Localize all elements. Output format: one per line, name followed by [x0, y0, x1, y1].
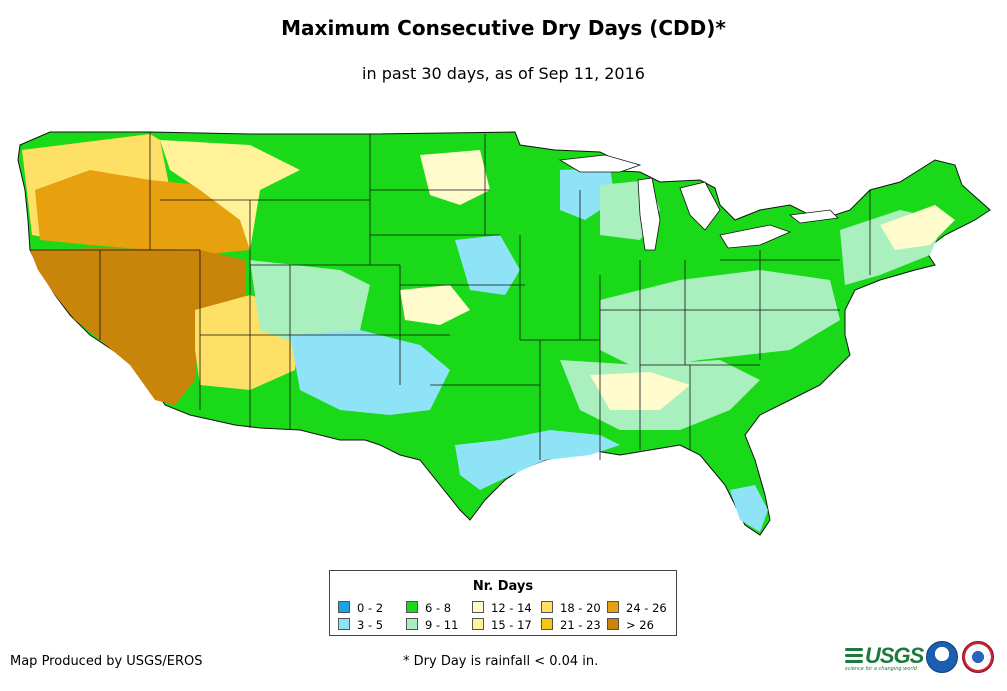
state-borders	[30, 132, 871, 460]
zone-dakotas-light	[420, 150, 490, 205]
zone-colorado-mix	[250, 260, 370, 345]
legend-swatch	[607, 601, 619, 613]
legend-item: 9 - 11	[406, 618, 458, 632]
legend-swatch	[338, 601, 350, 613]
great-lakes	[558, 154, 839, 251]
legend-item: > 26	[607, 618, 654, 632]
legend-swatch	[541, 618, 553, 630]
zone-florida-blue	[730, 485, 768, 532]
legend-item: 6 - 8	[406, 601, 451, 615]
zone-california-nevada	[30, 248, 245, 405]
legend-item: 24 - 26	[607, 601, 667, 615]
legend-swatch	[541, 601, 553, 613]
zone-idaho-oregon	[35, 170, 250, 255]
lake-ontario	[789, 209, 839, 224]
zone-ohio-valley-light	[600, 270, 840, 370]
dry-day-zones	[22, 134, 955, 532]
legend-title: Nr. Days	[472, 579, 534, 594]
legend-item: 3 - 5	[338, 618, 383, 632]
usgs-tagline: science for a changing world	[845, 666, 917, 672]
legend-swatch	[472, 618, 484, 630]
legend-swatch	[406, 601, 418, 613]
legend-swatch	[406, 618, 418, 630]
zone-gulf-coast-blue	[455, 430, 620, 490]
usgs-logo: USGS	[845, 642, 924, 670]
map-subtitle: in past 30 days, as of Sep 11, 2016	[362, 64, 645, 83]
zone-montana-wyoming-light	[160, 140, 300, 250]
lake-michigan	[637, 177, 661, 251]
noaa-logo-icon	[926, 641, 958, 673]
lake-superior	[558, 154, 642, 173]
zone-texas-nm-blue	[290, 330, 450, 415]
legend-item: 12 - 14	[472, 601, 532, 615]
map-title: Maximum Consecutive Dry Days (CDD)*	[281, 16, 726, 40]
legend-swatch	[338, 618, 350, 630]
lake-huron	[679, 181, 721, 231]
legend-item: 18 - 20	[541, 601, 601, 615]
legend-swatch	[472, 601, 484, 613]
legend-item: 0 - 2	[338, 601, 383, 615]
zone-new-england-yellow	[880, 205, 955, 250]
dry-day-footnote: * Dry Day is rainfall < 0.04 in.	[403, 654, 599, 669]
legend-item: 21 - 23	[541, 618, 601, 632]
lake-erie	[719, 224, 792, 249]
producer-credit: Map Produced by USGS/EROS	[10, 654, 203, 669]
legend: Nr. Days 0 - 2 3 - 5 6 - 8 9 - 11 12 - 1…	[329, 570, 677, 636]
legend-swatch	[607, 618, 619, 630]
nws-logo-icon	[962, 641, 994, 673]
legend-item: 15 - 17	[472, 618, 532, 632]
usgs-wave-icon	[845, 645, 863, 667]
zone-nebraska-blue	[455, 235, 520, 295]
zone-kansas-yellow	[400, 285, 470, 325]
us-dry-days-map	[17, 131, 991, 536]
